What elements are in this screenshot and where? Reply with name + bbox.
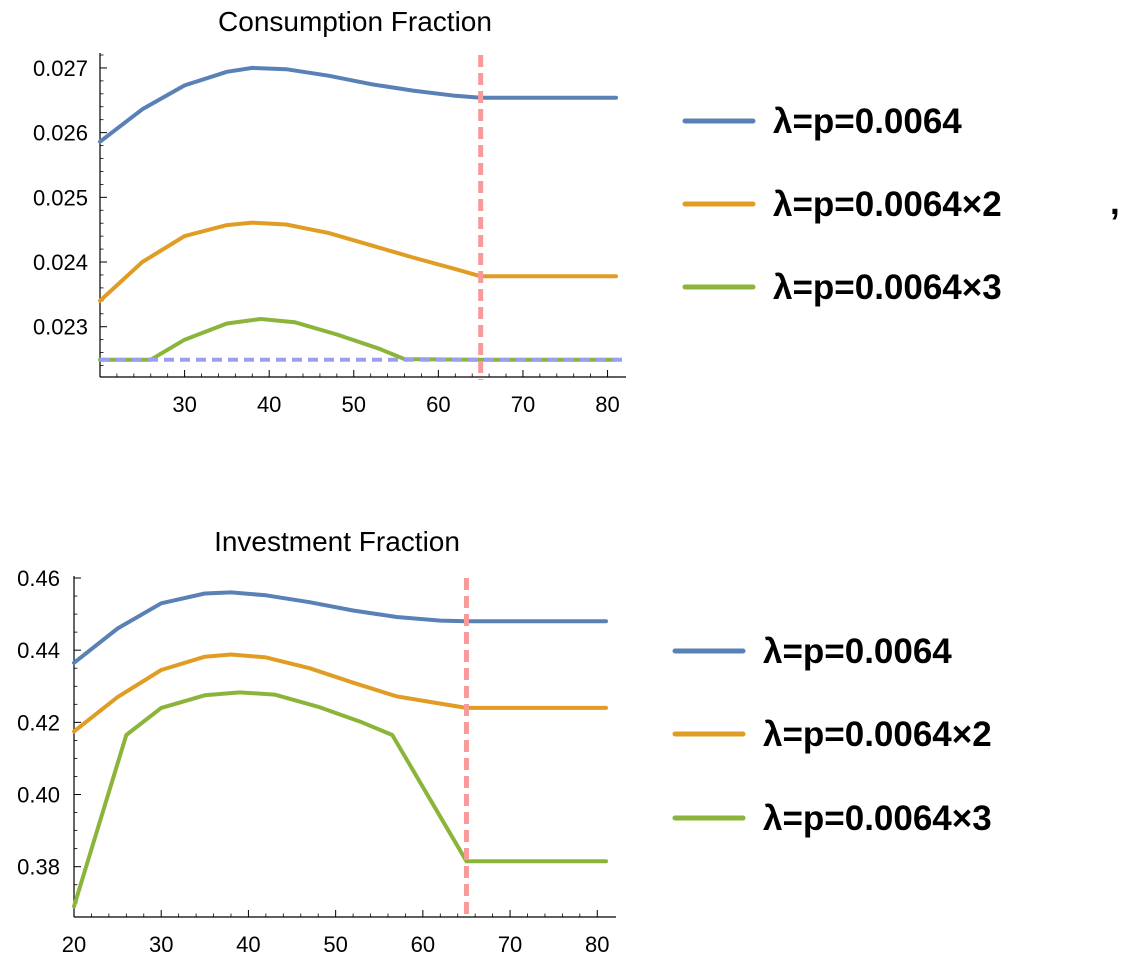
consumption-fraction-chart: Consumption Fraction 30 40 50 60 70 80 0.023 0.… (33, 6, 626, 417)
legend-label: λ=p=0.0064×3 (763, 799, 992, 838)
legend-label: λ=p=0.0064×3 (773, 268, 1002, 307)
series-line-3 (72, 690, 608, 909)
series-line-3 (98, 317, 618, 362)
y-tick-label: 0.025 (33, 185, 88, 210)
investment-fraction-chart: Investment Fraction 20 30 40 50 60 70 80 0.38 0.… (17, 526, 616, 957)
y-tick-label: 0.023 (33, 315, 88, 340)
consumption-legend: λ=p=0.0064 λ=p=0.0064×2 λ=p=0.0064×3, (682, 102, 1120, 307)
y-tick-label: 0.46 (17, 566, 60, 591)
x-tick-label: 20 (62, 932, 86, 957)
y-tick-label: 0.026 (33, 121, 88, 146)
series-line-1 (72, 590, 608, 665)
legend-label: λ=p=0.0064 (763, 632, 952, 671)
series-line-2 (98, 220, 618, 303)
legend-label: λ=p=0.0064×2 (763, 715, 992, 754)
x-tick-label: 30 (172, 392, 196, 417)
x-tick-label: 40 (236, 932, 260, 957)
x-tick-label: 60 (426, 392, 450, 417)
x-tick-label: 70 (511, 392, 535, 417)
legend-label: λ=p=0.0064×2 (773, 185, 1002, 224)
x-tick-label: 50 (342, 392, 366, 417)
investment-legend: λ=p=0.0064 λ=p=0.0064×2 λ=p=0.0064×3 (672, 632, 992, 838)
y-tick-label: 0.42 (17, 710, 60, 735)
y-tick-label: 0.024 (33, 250, 88, 275)
x-tick-label: 40 (257, 392, 281, 417)
y-tick-label: 0.44 (17, 638, 60, 663)
legend-suffix: , (1110, 183, 1120, 222)
x-tick-label: 80 (595, 392, 619, 417)
y-tick-label: 0.38 (17, 855, 60, 880)
series-line-2 (72, 652, 608, 734)
series-line-1 (98, 65, 618, 144)
legend-label: λ=p=0.0064 (773, 102, 962, 141)
x-tick-label: 70 (498, 932, 522, 957)
y-tick-label: 0.027 (33, 56, 88, 81)
y-tick-label: 0.40 (17, 783, 60, 808)
x-tick-label: 80 (585, 932, 609, 957)
x-tick-label: 50 (323, 932, 347, 957)
chart-title: Consumption Fraction (218, 6, 492, 37)
chart-title: Investment Fraction (214, 526, 460, 557)
x-tick-label: 30 (149, 932, 173, 957)
x-tick-label: 60 (411, 932, 435, 957)
